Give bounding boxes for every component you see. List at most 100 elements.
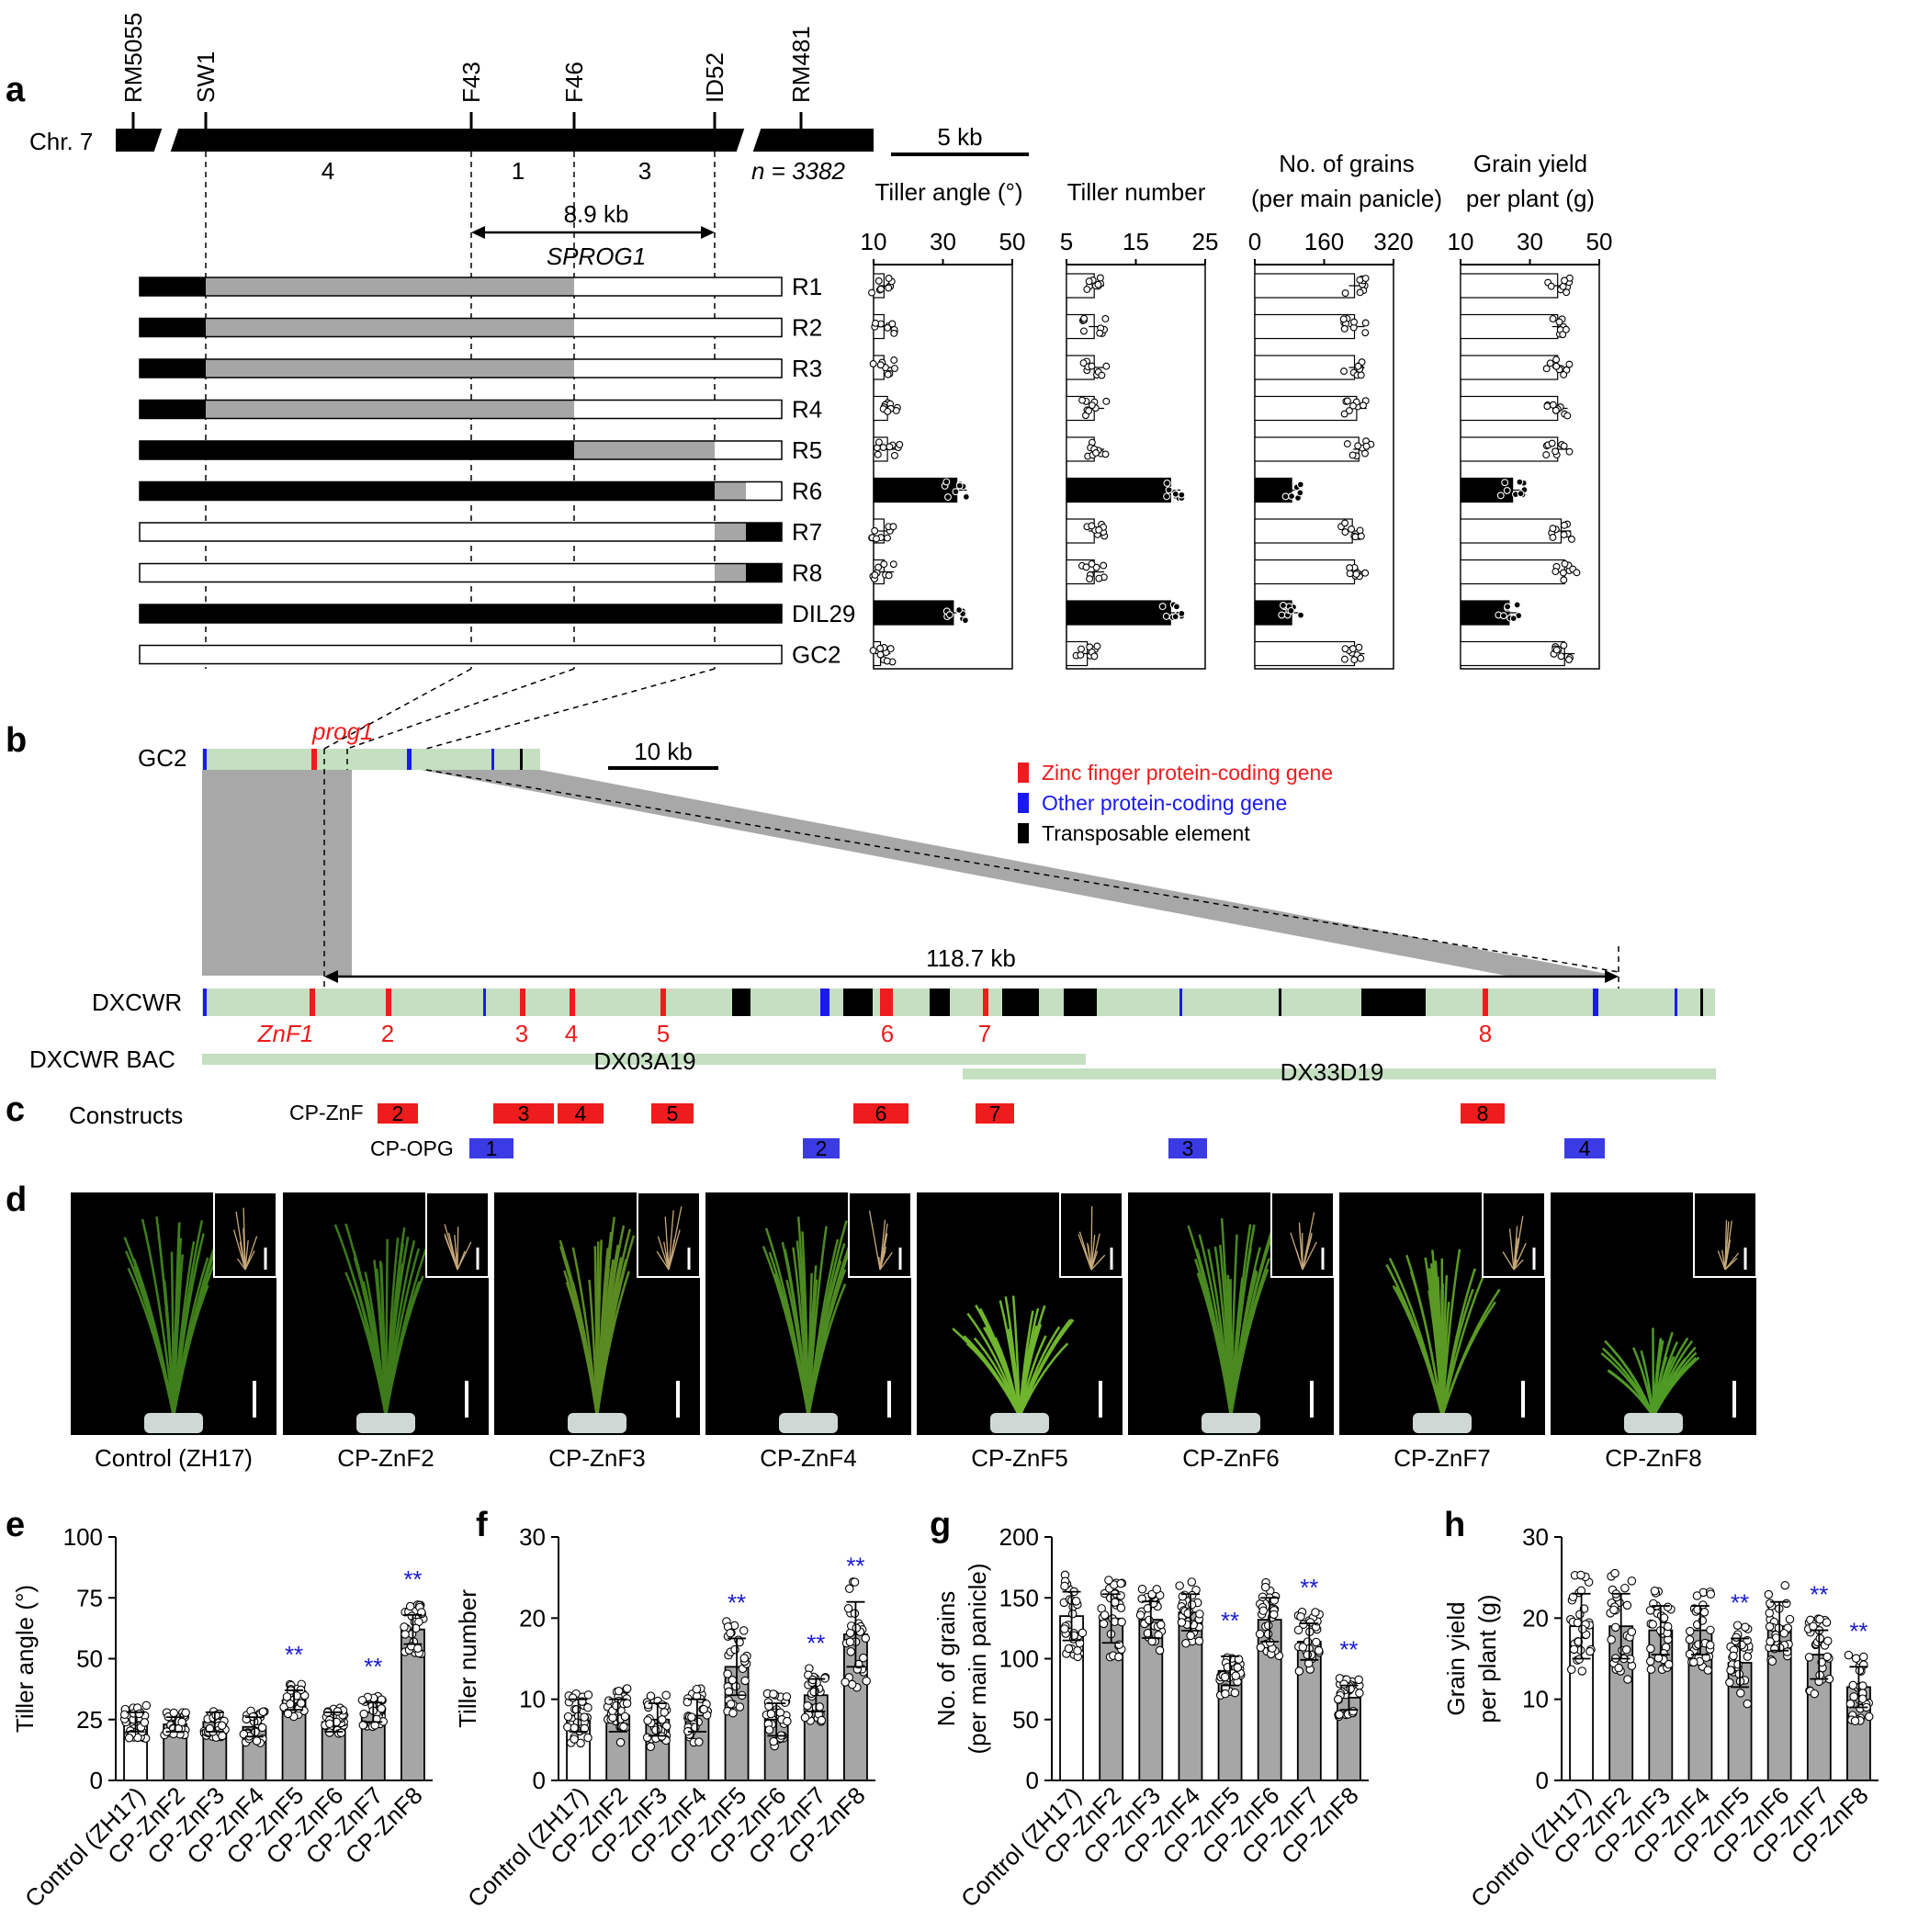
chart-data-point xyxy=(181,1708,190,1717)
trait-chart-2: Tiller number 5 15 25 xyxy=(1060,178,1218,670)
construct-opg-number: 1 xyxy=(486,1136,498,1160)
trait-data-point xyxy=(1552,356,1561,364)
plant-leaf xyxy=(353,1257,388,1418)
genotype-segment xyxy=(715,481,746,501)
genotype-segment xyxy=(746,441,782,459)
chart-data-point xyxy=(297,1699,306,1708)
marker-label-RM481: RM481 xyxy=(787,26,815,103)
genotype-segment xyxy=(471,359,574,378)
chart-data-point xyxy=(1258,1592,1268,1601)
chart-data-point xyxy=(739,1626,749,1635)
panicle-branch xyxy=(668,1210,674,1271)
prog1-label: prog1 xyxy=(311,717,374,745)
trait-data-point xyxy=(885,284,893,292)
plant-leaf xyxy=(807,1243,846,1418)
chart-data-point xyxy=(1100,1610,1110,1620)
dxcwr-gene-mark xyxy=(983,989,988,1016)
dxcwr-gene-mark xyxy=(930,989,950,1016)
chart-data-point xyxy=(1646,1665,1656,1674)
genotype-segment xyxy=(574,523,715,541)
plant-pot xyxy=(1202,1413,1260,1433)
panicle-branch xyxy=(1513,1259,1524,1271)
chart-data-point xyxy=(218,1731,227,1741)
genotype-segment xyxy=(715,645,746,664)
plant-pot xyxy=(1413,1413,1472,1433)
chart-data-point xyxy=(1607,1635,1616,1644)
genotype-segment xyxy=(574,441,715,459)
plant-leaf xyxy=(1601,1347,1655,1418)
plant-leaf xyxy=(172,1223,181,1418)
panicle-branch xyxy=(457,1250,466,1271)
dxcwr-gene-mark xyxy=(1483,989,1488,1016)
trait-data-point xyxy=(1348,451,1357,459)
chart-data-point xyxy=(1732,1621,1743,1630)
chart-data-point xyxy=(1114,1640,1124,1650)
construct-opg-3 xyxy=(1168,1138,1207,1158)
chart-data-point xyxy=(1333,1694,1343,1704)
panel-b-synteny: GC2 prog1 10 kb Zinc finger protein-codi… xyxy=(29,668,1716,1086)
genotype-segment xyxy=(574,563,715,582)
plant-photo-6: CP-ZnF6 xyxy=(1128,1192,1335,1472)
trait-data-point xyxy=(896,441,904,448)
panicle-branch xyxy=(663,1241,670,1271)
chart-data-point xyxy=(1858,1681,1868,1690)
plant-leaf xyxy=(1652,1339,1664,1418)
chart-y-tick-label: 200 xyxy=(999,1523,1039,1551)
trait-data-point xyxy=(1565,656,1574,663)
genotype-segment xyxy=(574,277,715,296)
chart-data-point xyxy=(1692,1591,1702,1600)
chart-data-point xyxy=(359,1709,368,1719)
genotype-segment xyxy=(574,359,715,378)
trait-data-point xyxy=(1360,401,1367,410)
trait-data-point xyxy=(1088,362,1096,370)
trait-data-point xyxy=(1102,362,1111,370)
trait-data-point xyxy=(876,361,885,369)
chart-data-point xyxy=(782,1692,792,1701)
chart-data-point xyxy=(692,1684,702,1694)
plant-leaf xyxy=(1218,1244,1233,1418)
chart-data-point xyxy=(604,1696,614,1705)
chart-y-tick-label: 30 xyxy=(519,1523,546,1551)
construct-znf-number: 8 xyxy=(1477,1102,1489,1125)
line-label: R2 xyxy=(792,314,822,342)
chart-data-point xyxy=(651,1725,660,1734)
chart-y-tick-label: 50 xyxy=(76,1645,103,1673)
genotype-segment xyxy=(140,318,206,337)
chart-data-point xyxy=(740,1676,750,1686)
chart-data-point xyxy=(405,1601,415,1611)
genotype-row-R3: R3 xyxy=(139,355,822,382)
genotype-segment xyxy=(471,645,574,664)
trait-data-point xyxy=(1362,442,1371,450)
genotype-outline xyxy=(139,480,783,502)
plant-leaf xyxy=(595,1271,630,1418)
trait-data-point xyxy=(1565,447,1574,456)
trait-data-point xyxy=(1163,479,1171,487)
chart-data-point xyxy=(1104,1576,1113,1585)
dxcwr-gene-mark xyxy=(732,989,750,1016)
chart-y-label: No. of grains xyxy=(932,1591,960,1726)
chart-data-point xyxy=(726,1700,736,1709)
panicle-branch xyxy=(1513,1215,1524,1271)
span-arrowhead-left xyxy=(324,970,338,983)
plant-leaf xyxy=(384,1227,406,1418)
bac-dx33d19 xyxy=(963,1068,1716,1079)
chart-data-point xyxy=(1585,1646,1595,1656)
trait-data-point xyxy=(886,645,895,653)
chart-significance: ** xyxy=(1339,1636,1358,1664)
chart-significance: ** xyxy=(1849,1617,1868,1644)
trait-data-point xyxy=(1499,612,1507,620)
trait-tick-label: 5 xyxy=(1060,228,1073,255)
line-label: R7 xyxy=(792,518,822,546)
genotype-segment xyxy=(715,441,746,459)
trait-data-point xyxy=(1501,479,1509,487)
trait-bar xyxy=(1066,477,1171,503)
trait-data-point xyxy=(874,450,882,458)
genotype-segment xyxy=(715,359,746,378)
chart-data-point xyxy=(1743,1699,1753,1709)
line-label: GC2 xyxy=(792,641,841,669)
genotype-row-R8: R8 xyxy=(139,559,822,587)
chart-data-point xyxy=(1230,1688,1240,1698)
genotype-segment xyxy=(715,523,746,541)
chart-y-tick-label: 75 xyxy=(76,1584,103,1611)
genotype-outline xyxy=(139,644,783,665)
